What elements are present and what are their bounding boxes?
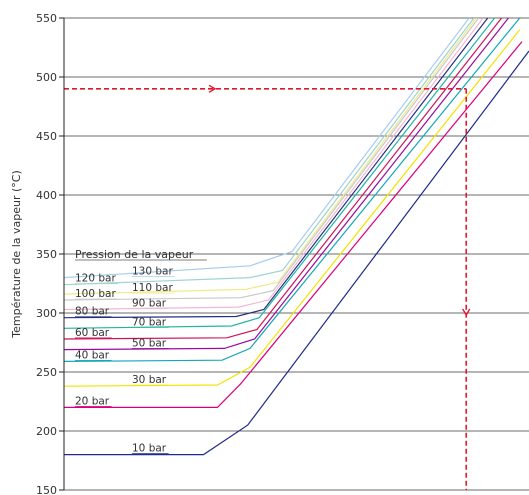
series-label: 100 bar — [75, 288, 116, 300]
series-labels: 10 bar 20 bar 30 bar 40 bar 50 bar 60 bar 70 b… — [75, 266, 175, 455]
series-label: 110 bar — [132, 282, 173, 294]
y-tick-label: 200 — [36, 425, 57, 438]
y-tick-label: 350 — [36, 248, 57, 261]
series-line-100-bar — [64, 18, 480, 301]
series-label: 20 bar — [75, 395, 110, 407]
series-lines — [64, 18, 529, 456]
series-line-70-bar — [64, 18, 496, 329]
series-line-20-bar — [64, 41, 523, 408]
y-tick-label: 450 — [36, 130, 57, 143]
series-label: 80 bar — [75, 306, 110, 318]
series-line-80-bar — [64, 18, 489, 319]
series-line-30-bar — [64, 29, 521, 387]
series-label: 70 bar — [132, 316, 167, 328]
y-axis-title: Température de la vapeur (°C) — [10, 170, 23, 338]
series-label: 50 bar — [132, 338, 167, 350]
guide-arrow-down — [462, 308, 471, 317]
series-label: 120 bar — [75, 273, 116, 285]
series-label: 130 bar — [132, 266, 173, 278]
y-tick-label: 400 — [36, 189, 57, 202]
legend-title: Pression de la vapeur — [75, 248, 194, 261]
series-label: 30 bar — [132, 374, 167, 386]
series-label: 60 bar — [75, 327, 110, 339]
series-line-110-bar — [64, 18, 478, 295]
series-line-120-bar — [64, 18, 475, 286]
series-line-50-bar — [64, 18, 510, 351]
gridlines — [64, 17, 529, 491]
y-tick-label: 500 — [36, 71, 57, 84]
series-label: 40 bar — [75, 349, 110, 361]
series-label: 10 bar — [132, 443, 167, 455]
y-tick-label: 150 — [36, 484, 57, 495]
y-tick-label: 550 — [36, 12, 57, 25]
y-tick-label: 250 — [36, 366, 57, 379]
series-line-10-bar — [64, 50, 529, 456]
reading-guides — [64, 84, 471, 490]
y-axis-ticks: 150 200 250 300 350 400 450 500 550 — [36, 12, 64, 495]
series-line-130-bar — [64, 18, 470, 279]
series-label: 90 bar — [132, 297, 167, 309]
series-line-40-bar — [64, 18, 521, 362]
guide-arrow-right — [208, 84, 217, 93]
y-tick-label: 300 — [36, 307, 57, 320]
series-line-60-bar — [64, 18, 503, 340]
